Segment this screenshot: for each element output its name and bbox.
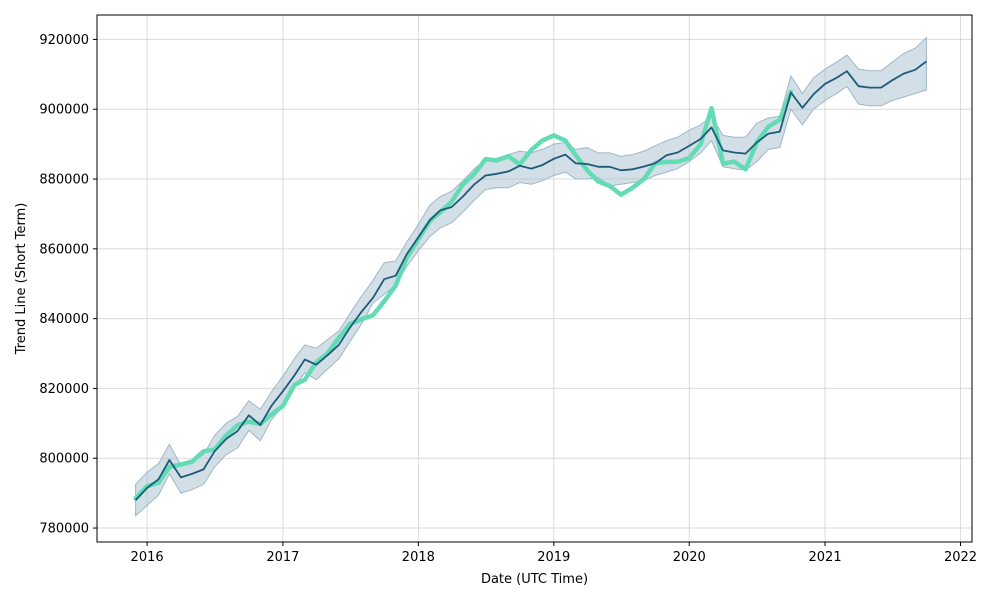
y-tick-label: 900000 bbox=[39, 103, 89, 118]
x-tick-label: 2020 bbox=[673, 550, 706, 565]
y-tick-label: 860000 bbox=[39, 242, 89, 257]
y-tick-label: 780000 bbox=[39, 522, 89, 537]
plot-area bbox=[133, 36, 927, 517]
y-tick-label: 880000 bbox=[39, 173, 89, 188]
y-tick-label: 820000 bbox=[39, 382, 89, 397]
x-axis-label: Date (UTC Time) bbox=[481, 572, 588, 587]
actual-series-line bbox=[133, 89, 794, 501]
grid bbox=[97, 15, 972, 542]
axes: 2016 2017 2018 2019 2020 2021 2022 780000 800000… bbox=[39, 33, 977, 565]
y-tick-label: 920000 bbox=[39, 33, 89, 48]
x-tick-label: 2022 bbox=[944, 550, 977, 565]
x-tick-label: 2018 bbox=[402, 550, 435, 565]
plot-frame bbox=[96, 14, 973, 543]
y-axis-label: Trend Line (Short Term) bbox=[14, 203, 29, 356]
y-tick-label: 800000 bbox=[39, 452, 89, 467]
trend-series-line bbox=[134, 60, 927, 501]
y-tick-label: 840000 bbox=[39, 312, 89, 327]
x-tick-label: 2016 bbox=[131, 550, 164, 565]
x-tick-label: 2017 bbox=[266, 550, 299, 565]
x-tick-label: 2019 bbox=[537, 550, 570, 565]
x-tick-label: 2021 bbox=[809, 550, 842, 565]
